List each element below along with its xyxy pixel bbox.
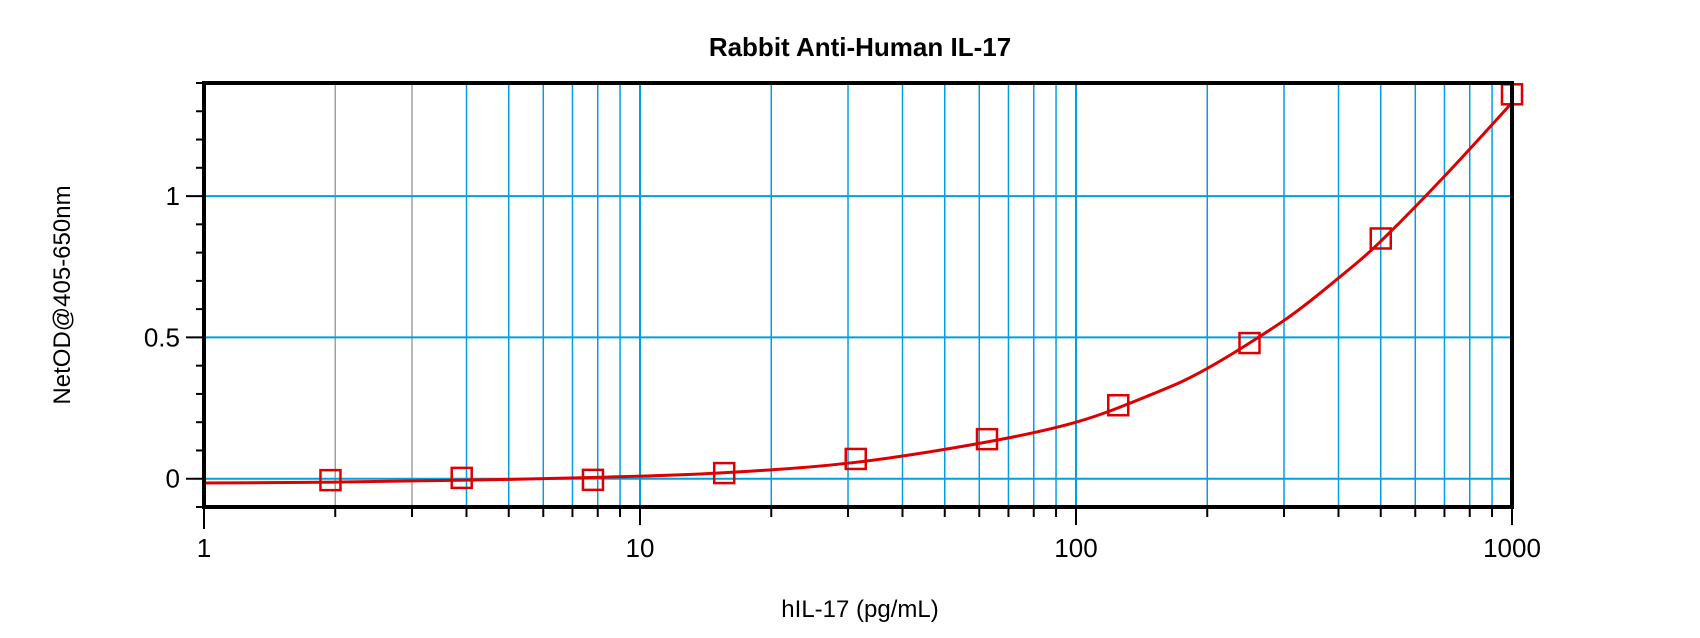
x-tick-label: 100	[1054, 533, 1097, 563]
axes	[186, 81, 1514, 529]
x-tick-labels: 1 10 100 1000	[197, 533, 1541, 563]
data-point	[581, 468, 605, 492]
y-axis-label: NetOD@405-650nm	[49, 185, 76, 404]
x-axis-label: hIL-17 (pg/mL)	[781, 596, 938, 623]
plot-frame	[202, 81, 1514, 509]
x-tick-label: 10	[626, 533, 655, 563]
fit-curve-layer	[203, 101, 1514, 485]
data-point	[712, 461, 736, 485]
fit-curve	[203, 101, 1514, 485]
y-tick-label: 0.5	[144, 322, 180, 352]
data-points	[319, 83, 1524, 492]
data-point	[319, 468, 342, 492]
chart-title: Rabbit Anti-Human IL-17	[709, 32, 1011, 62]
data-point	[1107, 393, 1130, 417]
data-point	[975, 427, 999, 451]
data-point	[844, 447, 868, 471]
y-tick-label: 0	[166, 464, 180, 494]
y-tick-labels: 00.51	[144, 181, 180, 494]
x-tick-label: 1	[197, 533, 211, 563]
x-tick-label: 1000	[1483, 533, 1541, 563]
data-point	[1369, 227, 1393, 250]
data-point	[450, 466, 473, 490]
data-point	[1238, 331, 1261, 355]
y-tick-label: 1	[166, 181, 180, 211]
